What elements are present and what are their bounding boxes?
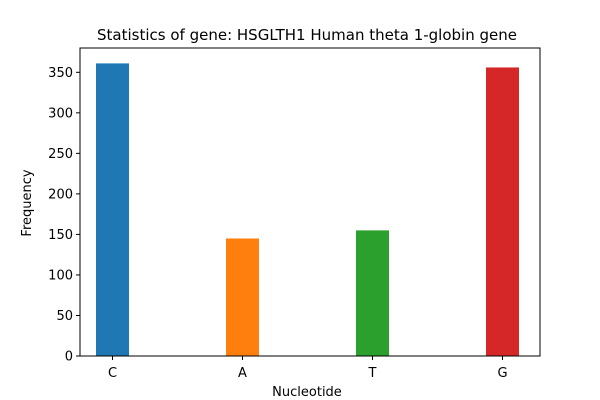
x-tick-label-C: C <box>108 366 117 381</box>
y-axis-label: Frequency <box>20 169 35 236</box>
y-axis-ticks: 0 50 100 150 200 250 300 350 <box>48 66 80 365</box>
y-tick-label: 200 <box>48 187 73 202</box>
y-tick-label: 50 <box>56 309 73 324</box>
y-tick-label: 300 <box>48 106 73 121</box>
bars-group <box>96 63 519 357</box>
x-tick-label-G: G <box>497 366 507 381</box>
bar-C <box>96 63 129 357</box>
plot-frame <box>79 47 541 357</box>
chart-title: Statistics of gene: HSGLTH1 Human theta … <box>97 26 517 44</box>
y-tick-label: 0 <box>65 350 73 365</box>
x-tick-label-T: T <box>368 366 377 381</box>
bar-G <box>486 67 519 356</box>
x-tick-label-A: A <box>238 366 247 381</box>
bar-A <box>226 238 259 356</box>
y-tick-label: 150 <box>48 228 73 243</box>
y-tick-label: 100 <box>48 268 73 283</box>
x-axis-label: Nucleotide <box>272 385 342 400</box>
y-tick-label: 250 <box>48 147 73 162</box>
y-tick-label: 350 <box>48 66 73 81</box>
bar-T <box>356 230 389 356</box>
